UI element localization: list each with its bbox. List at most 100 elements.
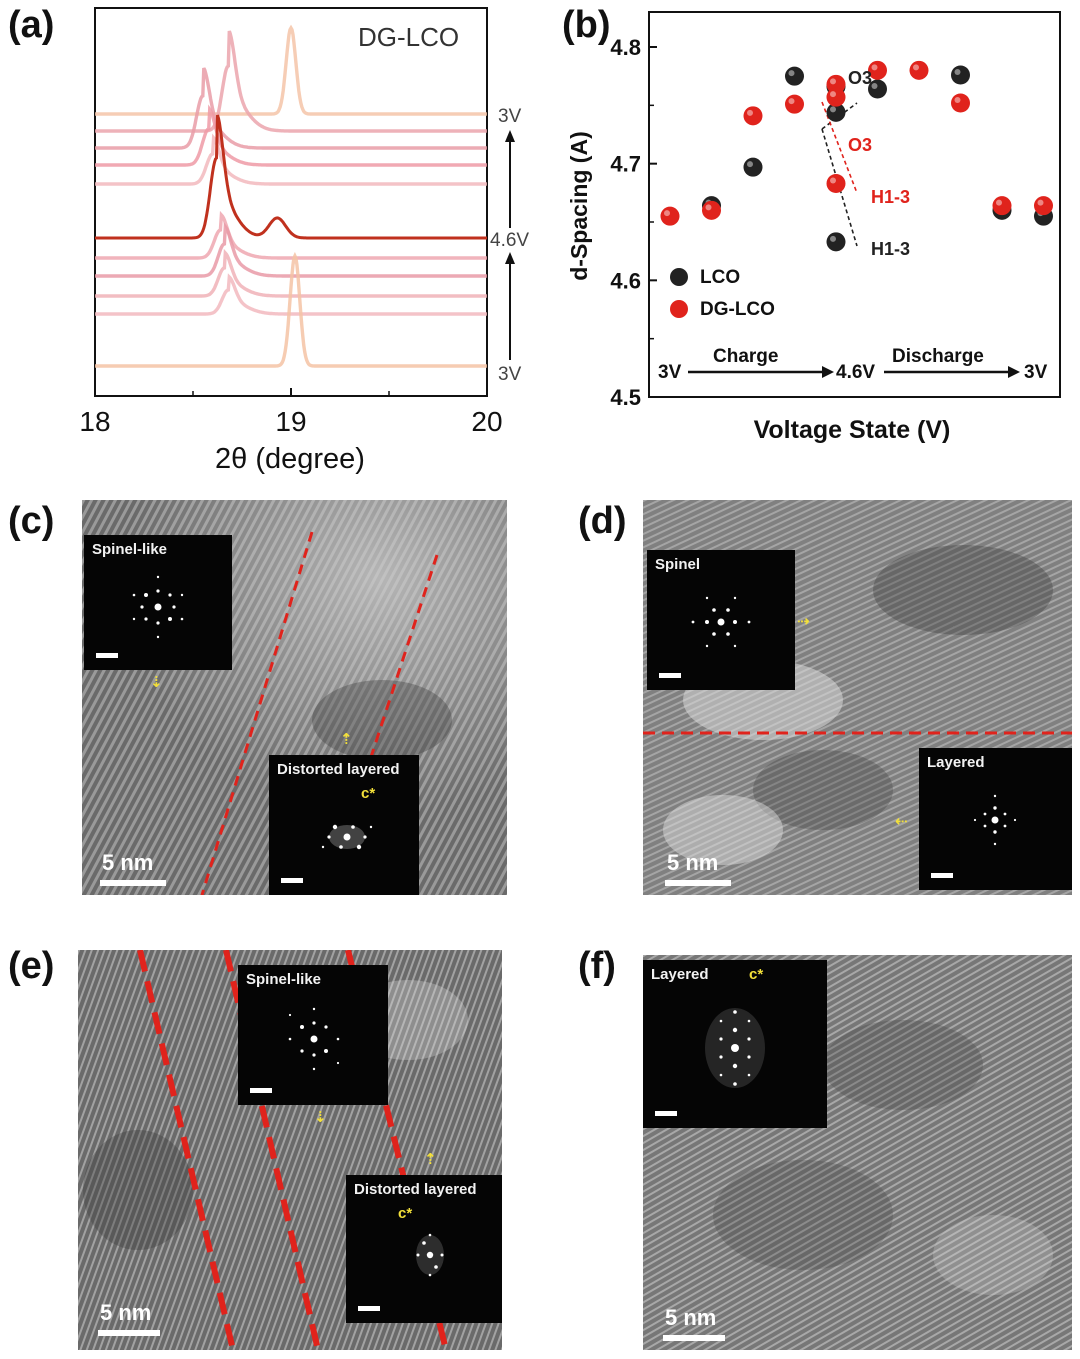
scale-bar-line xyxy=(98,1330,160,1336)
scale-bar-line xyxy=(663,1335,725,1341)
c-star-label: c* xyxy=(361,785,376,802)
legend-label-dglco: DG-LCO xyxy=(700,299,775,320)
scale-bar-label: 5 nm xyxy=(665,1305,717,1330)
legend-marker-dglco xyxy=(670,300,688,318)
diffraction-pattern xyxy=(691,596,751,648)
xrd-trace xyxy=(95,24,487,116)
fft-scale-bar xyxy=(358,1306,380,1311)
chart-title: DG-LCO xyxy=(358,22,459,52)
scale-bar-line xyxy=(665,880,731,886)
y-tick-label: 4.7 xyxy=(610,152,641,177)
lco-o3-label: O3 xyxy=(848,68,872,88)
fft-scale-bar xyxy=(655,1111,677,1116)
fft-label: Layered xyxy=(651,966,709,983)
fft-inset: Layered c* xyxy=(643,960,827,1128)
fft-inset: Layered xyxy=(919,748,1072,890)
dglco-point xyxy=(785,94,804,114)
lco-point xyxy=(826,102,846,122)
diffraction-pattern xyxy=(132,575,184,639)
state-mid: 4.6V xyxy=(836,362,875,383)
phase-boundary xyxy=(200,531,314,895)
right-label-bottom: 3V xyxy=(498,364,522,385)
tem-image-e: Spinel-like ⇣ ⇡ Distorted layered c* xyxy=(78,950,502,1350)
plot-frame xyxy=(94,7,488,397)
scale-bar-label: 5 nm xyxy=(100,1300,152,1325)
diffraction-pattern xyxy=(288,1007,340,1071)
lco-point xyxy=(785,66,804,86)
dglco-point xyxy=(951,93,970,113)
dglco-point xyxy=(743,106,763,126)
legend: LCO DG-LCO xyxy=(670,267,775,320)
c-star-label: c* xyxy=(398,1205,413,1222)
fft-inset: Spinel-like xyxy=(238,965,388,1105)
fft-label: Distorted layered xyxy=(354,1181,477,1198)
xrd-trace xyxy=(95,67,487,150)
xrd-traces xyxy=(95,24,487,368)
x-tick-label: 20 xyxy=(471,406,502,437)
fft-inset: Spinel xyxy=(647,550,795,690)
state-start: 3V xyxy=(658,362,682,383)
xrd-trace xyxy=(95,114,487,240)
scale-bar-line xyxy=(100,880,166,886)
fft-inset: Spinel-like xyxy=(84,535,232,670)
scale-bar-label: 5 nm xyxy=(667,850,719,875)
panel-label-c: (c) xyxy=(8,500,55,542)
right-label-top: 3V xyxy=(498,106,522,127)
diffraction-pattern xyxy=(973,794,1017,846)
fft-scale-bar xyxy=(250,1088,272,1093)
panel-label-b: (b) xyxy=(562,4,611,46)
yellow-arrow: ⇡ xyxy=(424,1151,437,1168)
fft-scale-bar xyxy=(96,653,118,658)
xrd-trace xyxy=(95,104,487,167)
fft-label: Spinel xyxy=(655,556,701,573)
xrd-trace xyxy=(95,210,487,260)
xrd-trace xyxy=(95,251,487,368)
dg-o3-label: O3 xyxy=(848,135,872,155)
c-star-label: c* xyxy=(749,966,764,983)
fft-label: Spinel-like xyxy=(92,541,168,558)
arrow-discharge-head xyxy=(505,130,515,142)
xrd-trace xyxy=(95,273,487,316)
legend-label-lco: LCO xyxy=(700,267,740,288)
lco-point xyxy=(868,79,887,99)
fft-label: Distorted layered xyxy=(277,761,400,778)
fft-inset: Distorted layered c* xyxy=(346,1175,502,1323)
dglco-point xyxy=(826,87,846,107)
panel-label-a: (a) xyxy=(8,4,55,46)
x-axis-label: Voltage State (V) xyxy=(754,416,951,444)
dglco-point xyxy=(702,200,721,220)
lco-point xyxy=(826,232,846,252)
yellow-arrow: ⇣ xyxy=(314,1109,327,1126)
arrow-charge-head xyxy=(505,252,515,264)
yellow-arrow: ⇠ xyxy=(895,813,908,830)
fft-scale-bar xyxy=(931,873,953,878)
tem-image-c: Spinel-like ⇣ ⇡ Distorted layered c* xyxy=(82,500,507,895)
x-axis-label: 2θ (degree) xyxy=(215,443,365,475)
yellow-arrow: ⇡ xyxy=(340,731,353,748)
plot-frame xyxy=(648,11,1061,398)
d-spacing-chart: 4.5 4.6 4.7 4.8 d-Spacing (A) Voltage State… xyxy=(566,11,1061,444)
lco-point xyxy=(743,157,763,177)
xrd-chart: DG-LCO 18 19 20 2θ (degree) 3V 4.6V 3V xyxy=(79,7,529,475)
fft-scale-bar xyxy=(659,673,681,678)
scale-bar-label: 5 nm xyxy=(102,850,154,875)
tem-image-d: Spinel ⇢ ⇠ Layered 5 nm xyxy=(643,500,1072,895)
phase-boundary xyxy=(355,554,439,801)
fft-label: Layered xyxy=(927,754,985,771)
dglco-point xyxy=(1034,196,1053,216)
dg-h13-label: H1-3 xyxy=(871,187,910,207)
x-tick-label: 18 xyxy=(79,406,110,437)
dglco-point xyxy=(868,60,887,80)
diffraction-pattern xyxy=(321,824,373,850)
phase-boundary xyxy=(137,950,236,1350)
panel-label-e: (e) xyxy=(8,945,55,987)
state-charge: Charge xyxy=(713,346,778,367)
fft-label: Spinel-like xyxy=(246,971,322,988)
xrd-trace xyxy=(95,133,487,186)
y-tick-label: 4.5 xyxy=(610,385,641,410)
fft-inset: Distorted layered c* xyxy=(269,755,419,895)
yellow-arrow: ⇣ xyxy=(150,674,163,691)
state-discharge: Discharge xyxy=(892,346,984,367)
lco-h13-label: H1-3 xyxy=(871,239,910,259)
right-label-mid: 4.6V xyxy=(490,230,529,251)
